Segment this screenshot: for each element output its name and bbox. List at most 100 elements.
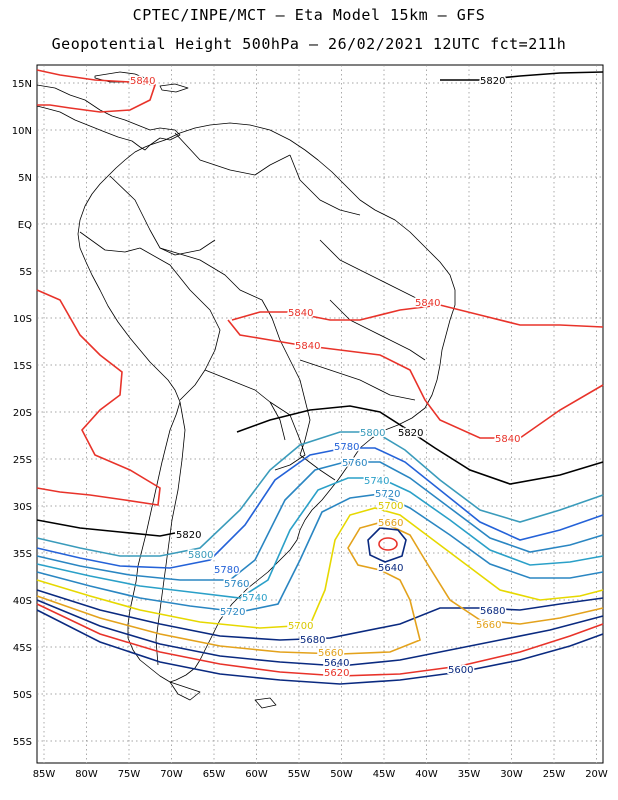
- contour-label: 5800: [188, 550, 213, 561]
- contour-5680: [36, 589, 604, 641]
- contour-5600: [36, 609, 604, 685]
- border-argentina-chile: [155, 401, 186, 666]
- contour-label: 5700: [288, 621, 313, 632]
- contour-label: 5680: [300, 635, 325, 646]
- lon-tick-label: 70W: [160, 769, 183, 780]
- lat-tick-label: 45S: [13, 643, 32, 654]
- contour-5840-mid: [231, 304, 604, 328]
- contour-5820-main: [236, 405, 604, 485]
- contour-label: 5800: [360, 428, 385, 439]
- lat-tick-label: 35S: [13, 549, 32, 560]
- coastline-layer: [36, 71, 456, 709]
- lat-tick-label: EQ: [18, 220, 32, 231]
- lat-tick-label: 10S: [13, 314, 32, 325]
- lat-tick-label: 15S: [13, 361, 32, 372]
- contour-label: 5840: [415, 298, 440, 309]
- tierra-del-fuego: [169, 681, 201, 701]
- cuba-outline: [94, 71, 151, 83]
- contour-5800: [36, 431, 604, 557]
- lat-tick-label: 10N: [12, 126, 32, 137]
- contour-label: 5620: [324, 668, 349, 679]
- lat-tick-label: 15N: [12, 79, 32, 90]
- lon-tick-label: 75W: [118, 769, 141, 780]
- contour-5840-top: [36, 69, 157, 113]
- border-peru: [139, 247, 221, 401]
- border-bolivia: [204, 369, 286, 441]
- contour-5740: [36, 477, 604, 599]
- contour-5840-north: [36, 289, 161, 506]
- contour-5620: [36, 603, 604, 677]
- lat-tick-label: 20S: [13, 408, 32, 419]
- contour-label: 5720: [375, 489, 400, 500]
- lat-tick-label: 25S: [13, 455, 32, 466]
- caribbean-islands: [159, 83, 189, 93]
- lon-tick-label: 40W: [415, 769, 438, 780]
- lon-tick-label: 80W: [75, 769, 98, 780]
- border-brazil-states-1: [319, 239, 421, 301]
- contour-label: 5840: [130, 76, 155, 87]
- contour-label: 5840: [288, 308, 313, 319]
- contour-label: 5680: [480, 606, 505, 617]
- border-venezuela: [174, 132, 291, 176]
- contour-5700: [36, 507, 604, 629]
- lat-tick-label: 5N: [18, 173, 32, 184]
- border-brazil-states-3: [299, 359, 416, 401]
- contour-label: 5660: [378, 518, 403, 529]
- falkland-islands: [254, 697, 277, 709]
- contour-label: 5840: [495, 434, 520, 445]
- contour-label: 5740: [242, 593, 267, 604]
- latitude-labels: 15N 10N 5N EQ 5S 10S 15S 20S 25S 30S 35S 40S 45S 50S 5…: [12, 79, 32, 748]
- lat-tick-label: 5S: [19, 267, 32, 278]
- contour-5720: [36, 493, 604, 613]
- border-ecuador: [79, 231, 141, 253]
- contour-label: 5820: [176, 530, 201, 541]
- lon-tick-label: 35W: [458, 769, 481, 780]
- contour-5780: [36, 447, 604, 569]
- contour-labels: 5820 5840 5840 5840 5840 5840 5820 5800 …: [129, 75, 522, 681]
- contour-label: 5700: [378, 501, 403, 512]
- contour-5820-south: [36, 519, 176, 537]
- map-title-line1: CPTEC/INPE/MCT – Eta Model 15km – GFS: [132, 6, 486, 24]
- contour-label: 5760: [224, 579, 249, 590]
- border-brazil-states-2: [329, 299, 426, 361]
- contour-label: 5660: [318, 648, 343, 659]
- lat-tick-label: 30S: [13, 502, 32, 513]
- contour-label: 5820: [398, 428, 423, 439]
- contour-label: 5660: [476, 620, 501, 631]
- lon-tick-label: 85W: [33, 769, 56, 780]
- contour-5660: [36, 521, 604, 655]
- contour-label: 5780: [214, 565, 239, 576]
- border-guyanas: [289, 154, 361, 216]
- map-title-line2: Geopotential Height 500hPa – 26/02/2021 …: [51, 35, 567, 53]
- contour-label: 5760: [342, 458, 367, 469]
- contour-5760: [36, 461, 604, 581]
- contour-label: 5740: [364, 476, 389, 487]
- lon-tick-label: 25W: [543, 769, 566, 780]
- lat-tick-label: 50S: [13, 690, 32, 701]
- lon-tick-label: 65W: [203, 769, 226, 780]
- contour-label: 5840: [295, 341, 320, 352]
- lon-tick-label: 50W: [330, 769, 353, 780]
- contour-label: 5720: [220, 607, 245, 618]
- contour-label: 5640: [378, 563, 403, 574]
- contour-layer: [36, 69, 604, 685]
- central-america-coast: [36, 84, 181, 151]
- contour-5820-top: [440, 71, 604, 81]
- lon-tick-label: 60W: [245, 769, 268, 780]
- lat-tick-label: 55S: [13, 737, 32, 748]
- lon-tick-label: 20W: [585, 769, 608, 780]
- longitude-labels: 85W 80W 75W 70W 65W 60W 55W 50W 45W 40W 35W 30W 25W 2…: [33, 769, 608, 780]
- contour-label: 5780: [334, 442, 359, 453]
- contour-label: 5820: [480, 76, 505, 87]
- lat-tick-label: 40S: [13, 596, 32, 607]
- contour-5840-mid2: [227, 319, 604, 439]
- border-paraguay: [269, 401, 306, 471]
- lon-tick-label: 30W: [500, 769, 523, 780]
- contour-5640-low: [367, 527, 407, 563]
- south-america-coast: [77, 122, 456, 683]
- border-uruguay: [299, 454, 336, 481]
- contour-5640: [36, 599, 604, 667]
- contour-label: 5640: [324, 658, 349, 669]
- contour-label: 5600: [448, 665, 473, 676]
